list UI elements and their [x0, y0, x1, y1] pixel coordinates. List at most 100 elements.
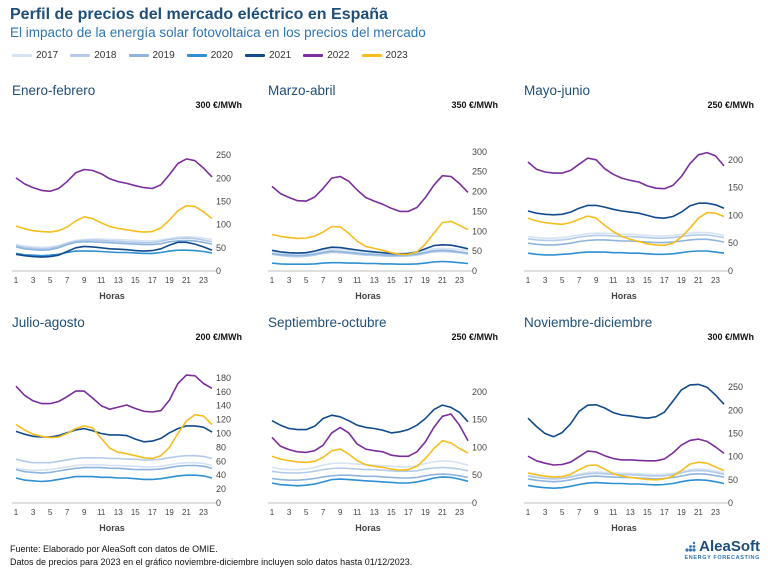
x-tick-label: 5 [48, 508, 53, 517]
y-tick-label: 100 [728, 210, 743, 220]
series-line-2019 [271, 473, 469, 481]
series-line-2022 [15, 158, 213, 193]
series-line-2018 [527, 234, 725, 242]
x-tick-label: 9 [594, 508, 599, 517]
panel-title: Enero-febrero [12, 83, 95, 98]
y-tick-label: 100 [728, 452, 743, 462]
y-tick-label: 140 [216, 401, 231, 411]
x-tick-label: 23 [199, 276, 208, 285]
panel-title: Mayo-junio [524, 83, 590, 98]
x-tick-label: 9 [82, 276, 87, 285]
x-tick-label: 17 [148, 508, 157, 517]
x-axis-title: Horas [611, 291, 637, 301]
x-tick-label: 1 [526, 508, 531, 517]
y-tick-label: 0 [216, 498, 221, 508]
y-tick-label: 200 [472, 387, 487, 397]
x-tick-label: 21 [694, 276, 703, 285]
legend-item-2023: 2023 [361, 50, 408, 61]
legend-item-2021: 2021 [245, 50, 291, 61]
x-tick-label: 19 [677, 508, 686, 517]
x-tick-label: 13 [114, 276, 123, 285]
y-tick-label: 100 [216, 220, 231, 230]
series-line-2023 [527, 461, 725, 481]
y-tick-label: 50 [728, 238, 738, 248]
x-tick-label: 19 [421, 508, 430, 517]
legend-item-2022: 2022 [303, 50, 350, 61]
legend-label: 2022 [327, 50, 350, 61]
y-tick-label: 150 [216, 197, 231, 207]
series-line-2018 [15, 454, 213, 464]
series-line-2020 [271, 476, 469, 487]
x-tick-label: 23 [199, 508, 208, 517]
y-tick-label: 150 [728, 183, 743, 193]
y-tick-label: 0 [216, 266, 221, 276]
x-tick-label: 11 [353, 276, 362, 285]
x-tick-label: 3 [287, 508, 292, 517]
series-line-2022 [271, 174, 469, 213]
y-tick-label: 200 [728, 155, 743, 165]
x-tick-label: 1 [14, 508, 19, 517]
series-line-2017 [527, 231, 725, 239]
legend: 2017 2018 2019 2020 2021 2022 2023 [12, 50, 420, 61]
x-tick-label: 1 [270, 508, 275, 517]
brand-logo: AleaSoft ENERGY FORECASTING [684, 538, 760, 561]
x-tick-label: 13 [370, 508, 379, 517]
x-tick-label: 7 [65, 508, 70, 517]
legend-label: 2023 [385, 50, 408, 61]
x-tick-label: 19 [165, 508, 174, 517]
legend-label: 2019 [152, 50, 175, 61]
y-tick-label: 0 [472, 498, 477, 508]
legend-swatch [70, 54, 91, 57]
y-tick-label: 150 [472, 206, 487, 216]
series-line-2021 [527, 202, 725, 219]
series-line-2023 [15, 413, 213, 460]
series-line-2022 [527, 151, 725, 190]
y-tick-label: 50 [728, 475, 738, 485]
x-tick-label: 13 [370, 276, 379, 285]
x-tick-label: 7 [321, 508, 326, 517]
x-tick-label: 1 [270, 276, 275, 285]
x-tick-label: 11 [609, 276, 618, 285]
unit-label: 250 €/MWh [451, 332, 498, 342]
x-tick-label: 3 [31, 508, 36, 517]
logo-dots-icon [685, 541, 696, 552]
series-line-2021 [271, 244, 469, 255]
series-line-2018 [271, 466, 469, 474]
series-line-2023 [527, 211, 725, 247]
x-tick-label: 7 [321, 276, 326, 285]
footer-source: Fuente: Elaborado por AleaSoft con datos… [10, 544, 218, 554]
x-tick-label: 9 [594, 276, 599, 285]
y-tick-label: 150 [472, 415, 487, 425]
legend-swatch [186, 54, 207, 57]
x-tick-label: 5 [48, 276, 53, 285]
legend-item-2017: 2017 [12, 50, 58, 61]
x-tick-label: 1 [526, 276, 531, 285]
series-line-2019 [15, 239, 213, 251]
x-axis-title: Horas [355, 523, 381, 533]
y-tick-label: 100 [472, 442, 487, 452]
series-line-2019 [527, 238, 725, 246]
series-line-2020 [15, 474, 213, 483]
x-tick-label: 23 [711, 276, 720, 285]
legend-item-2019: 2019 [128, 50, 175, 61]
panel-chart-6: Noviembre-diciembre 300 €/MWh 0 50 100 150 200… [524, 315, 754, 533]
x-tick-label: 15 [131, 276, 140, 285]
chart-subtitle: El impacto de la energía solar fotovolta… [10, 25, 426, 40]
series-line-2020 [527, 250, 725, 256]
series-line-2018 [15, 237, 213, 250]
legend-label: 2021 [269, 50, 292, 61]
legend-swatch [361, 54, 382, 57]
x-tick-label: 11 [353, 508, 362, 517]
x-tick-label: 17 [148, 276, 157, 285]
series-line-2021 [271, 404, 469, 434]
unit-label: 200 €/MWh [195, 332, 242, 342]
x-tick-label: 11 [609, 508, 618, 517]
x-tick-label: 23 [711, 508, 720, 517]
x-tick-label: 23 [455, 508, 464, 517]
x-tick-label: 15 [387, 276, 396, 285]
y-tick-label: 40 [216, 470, 226, 480]
x-tick-label: 15 [387, 508, 396, 517]
x-tick-label: 9 [338, 508, 343, 517]
